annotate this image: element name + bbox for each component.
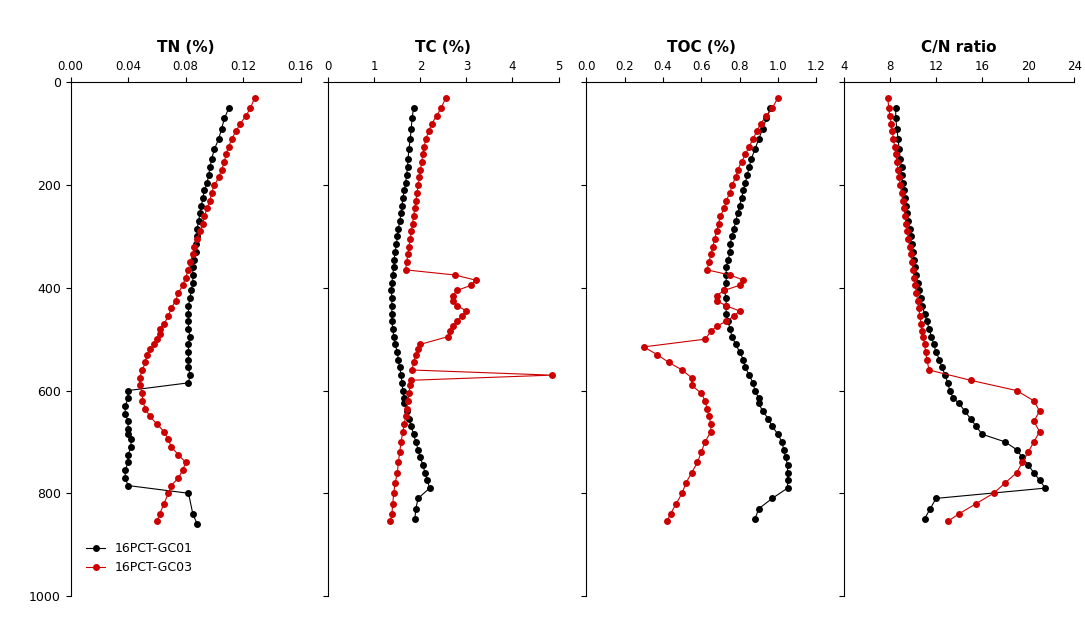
16PCT-GC01	[890, 104, 903, 112]
16PCT-GC03	[660, 518, 673, 526]
16PCT-GC03	[407, 212, 420, 220]
16PCT-GC01	[916, 302, 929, 309]
16PCT-GC01	[421, 477, 434, 484]
16PCT-GC03	[460, 307, 473, 314]
16PCT-GC01	[408, 515, 421, 522]
16PCT-GC03	[919, 348, 932, 356]
16PCT-GC01	[722, 256, 735, 263]
16PCT-GC01	[387, 256, 400, 263]
16PCT-GC03	[197, 212, 210, 220]
16PCT-GC01	[781, 477, 794, 484]
16PCT-GC03	[405, 377, 418, 384]
16PCT-GC03	[248, 94, 261, 101]
16PCT-GC01	[908, 256, 921, 263]
16PCT-GC03	[965, 377, 978, 384]
16PCT-GC01	[749, 145, 762, 153]
16PCT-GC01	[764, 104, 777, 112]
16PCT-GC03	[881, 94, 894, 101]
16PCT-GC01	[118, 474, 131, 482]
Line: 16PCT-GC01: 16PCT-GC01	[122, 105, 232, 527]
Line: 16PCT-GC01: 16PCT-GC01	[892, 105, 1049, 522]
Title: C/N ratio: C/N ratio	[921, 40, 997, 55]
16PCT-GC03	[240, 112, 253, 120]
16PCT-GC01	[191, 521, 204, 528]
16PCT-GC01	[893, 145, 906, 153]
16PCT-GC03	[894, 181, 907, 189]
Legend: 16PCT-GC01, 16PCT-GC03: 16PCT-GC01, 16PCT-GC03	[81, 537, 199, 579]
16PCT-GC03	[439, 94, 452, 101]
16PCT-GC03	[133, 374, 146, 382]
Line: 16PCT-GC03: 16PCT-GC03	[640, 94, 781, 525]
16PCT-GC01	[1033, 477, 1046, 484]
16PCT-GC01	[939, 372, 952, 379]
16PCT-GC03	[714, 212, 727, 220]
Line: 16PCT-GC03: 16PCT-GC03	[136, 94, 258, 525]
Title: TOC (%): TOC (%)	[667, 40, 736, 55]
16PCT-GC03	[662, 358, 675, 366]
16PCT-GC03	[233, 120, 246, 127]
16PCT-GC03	[151, 518, 164, 526]
16PCT-GC03	[413, 166, 426, 174]
16PCT-GC03	[676, 366, 689, 374]
16PCT-GC03	[953, 510, 966, 517]
16PCT-GC01	[208, 145, 221, 153]
Line: 16PCT-GC03: 16PCT-GC03	[387, 94, 556, 525]
16PCT-GC03	[898, 212, 911, 220]
16PCT-GC03	[384, 518, 397, 526]
16PCT-GC01	[222, 104, 235, 112]
16PCT-GC01	[182, 302, 195, 309]
Line: 16PCT-GC01: 16PCT-GC01	[720, 105, 791, 522]
16PCT-GC01	[403, 145, 416, 153]
16PCT-GC03	[941, 518, 954, 526]
Title: TC (%): TC (%)	[416, 40, 471, 55]
16PCT-GC01	[933, 356, 946, 363]
Line: 16PCT-GC01: 16PCT-GC01	[388, 105, 433, 522]
16PCT-GC03	[133, 382, 146, 389]
16PCT-GC03	[737, 276, 750, 284]
16PCT-GC01	[385, 302, 398, 309]
16PCT-GC03	[760, 112, 773, 120]
16PCT-GC01	[188, 256, 201, 263]
16PCT-GC01	[392, 356, 405, 363]
16PCT-GC03	[771, 94, 784, 101]
16PCT-GC01	[719, 302, 732, 309]
16PCT-GC03	[176, 281, 189, 289]
16PCT-GC01	[743, 372, 756, 379]
16PCT-GC01	[918, 515, 931, 522]
16PCT-GC03	[899, 220, 912, 228]
16PCT-GC01	[749, 515, 762, 522]
16PCT-GC01	[183, 372, 196, 379]
16PCT-GC03	[754, 120, 767, 127]
Title: TN (%): TN (%)	[157, 40, 215, 55]
16PCT-GC01	[395, 372, 408, 379]
16PCT-GC03	[430, 112, 443, 120]
16PCT-GC03	[418, 143, 431, 150]
16PCT-GC01	[407, 104, 420, 112]
Line: 16PCT-GC03: 16PCT-GC03	[884, 94, 1043, 525]
16PCT-GC01	[182, 356, 195, 363]
16PCT-GC01	[737, 356, 750, 363]
